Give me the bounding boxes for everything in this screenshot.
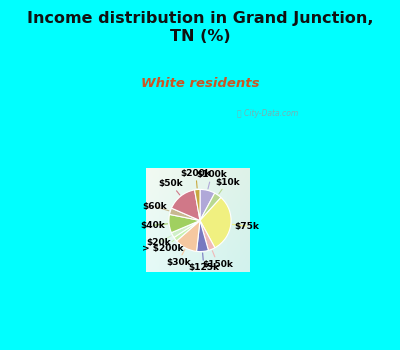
Wedge shape — [177, 220, 200, 251]
Text: $125k: $125k — [188, 253, 219, 272]
Wedge shape — [200, 193, 221, 220]
Text: $150k: $150k — [202, 251, 233, 269]
Wedge shape — [200, 189, 215, 220]
Wedge shape — [170, 208, 200, 220]
Wedge shape — [194, 189, 200, 220]
Text: $50k: $50k — [158, 179, 183, 195]
Wedge shape — [200, 197, 231, 248]
Wedge shape — [200, 220, 215, 250]
Text: ⓘ City-Data.com: ⓘ City-Data.com — [237, 109, 298, 118]
Text: $100k: $100k — [196, 170, 227, 189]
Text: $40k: $40k — [141, 221, 168, 230]
Wedge shape — [169, 215, 200, 233]
Text: $75k: $75k — [232, 222, 259, 231]
Wedge shape — [171, 220, 200, 237]
Wedge shape — [172, 190, 200, 220]
Text: White residents: White residents — [141, 77, 259, 90]
Text: Income distribution in Grand Junction,
TN (%): Income distribution in Grand Junction, T… — [27, 10, 373, 44]
Text: $30k: $30k — [166, 250, 190, 267]
Text: $60k: $60k — [143, 202, 169, 211]
Text: $20k: $20k — [146, 236, 171, 247]
Text: > $200k: > $200k — [142, 240, 183, 253]
Wedge shape — [174, 220, 200, 241]
Wedge shape — [196, 220, 208, 252]
Text: $200k: $200k — [180, 169, 211, 188]
Text: $10k: $10k — [215, 177, 240, 194]
